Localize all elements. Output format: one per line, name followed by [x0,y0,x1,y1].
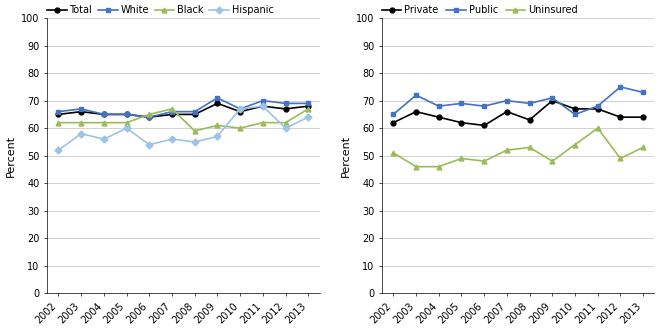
Hispanic [168,137,176,141]
Line: Private: Private [391,98,645,128]
Public [571,113,579,117]
Black [191,129,199,133]
Hispanic [213,134,221,138]
Uninsured [548,159,556,163]
Private [571,107,579,111]
Total [236,110,244,114]
Y-axis label: Percent: Percent [341,135,350,177]
Black [123,121,131,125]
Hispanic [236,107,244,111]
Total [100,113,108,117]
Uninsured [503,148,511,152]
Line: White: White [56,95,311,119]
Black [100,121,108,125]
Line: Total: Total [56,101,311,119]
White [213,96,221,100]
Hispanic [145,143,153,147]
Total [213,101,221,105]
Public [594,104,602,108]
Line: Hispanic: Hispanic [56,104,311,153]
Hispanic [123,126,131,130]
Hispanic [191,140,199,144]
Hispanic [55,148,63,152]
Line: Uninsured: Uninsured [391,126,645,169]
Black [213,123,221,127]
Legend: Private, Public, Uninsured: Private, Public, Uninsured [382,5,578,15]
White [168,110,176,114]
White [100,113,108,117]
Hispanic [77,132,85,136]
Public [389,113,397,117]
Uninsured [616,157,624,161]
Private [457,121,465,125]
Private [639,115,647,119]
Private [594,107,602,111]
Public [548,96,556,100]
Black [77,121,85,125]
White [282,101,290,105]
Private [480,123,488,127]
Public [639,90,647,94]
Uninsured [594,126,602,130]
Total [55,113,63,117]
White [304,101,312,105]
Black [236,126,244,130]
Uninsured [435,165,443,169]
Total [168,113,176,117]
White [77,107,85,111]
White [236,107,244,111]
White [191,110,199,114]
Private [435,115,443,119]
Hispanic [259,104,267,108]
Hispanic [304,115,312,119]
Legend: Total, White, Black, Hispanic: Total, White, Black, Hispanic [47,5,274,15]
Black [259,121,267,125]
Total [77,110,85,114]
Uninsured [389,151,397,155]
Private [389,121,397,125]
Uninsured [457,157,465,161]
Uninsured [412,165,420,169]
Hispanic [100,137,108,141]
Private [503,110,511,114]
Black [55,121,63,125]
Uninsured [480,159,488,163]
Black [282,121,290,125]
Total [259,104,267,108]
White [55,110,63,114]
Private [548,99,556,103]
Uninsured [639,145,647,149]
Total [191,113,199,117]
Public [480,104,488,108]
Uninsured [571,143,579,147]
Public [525,101,533,105]
Black [168,107,176,111]
Public [616,85,624,89]
White [259,99,267,103]
Line: Black: Black [56,107,311,133]
Total [123,113,131,117]
Line: Public: Public [391,84,645,117]
Y-axis label: Percent: Percent [5,135,16,177]
Total [304,104,312,108]
Private [616,115,624,119]
White [145,115,153,119]
Total [145,115,153,119]
Hispanic [282,126,290,130]
Uninsured [525,145,533,149]
Total [282,107,290,111]
White [123,113,131,117]
Public [412,93,420,97]
Private [412,110,420,114]
Black [145,113,153,117]
Private [525,118,533,122]
Public [435,104,443,108]
Public [503,99,511,103]
Public [457,101,465,105]
Black [304,107,312,111]
